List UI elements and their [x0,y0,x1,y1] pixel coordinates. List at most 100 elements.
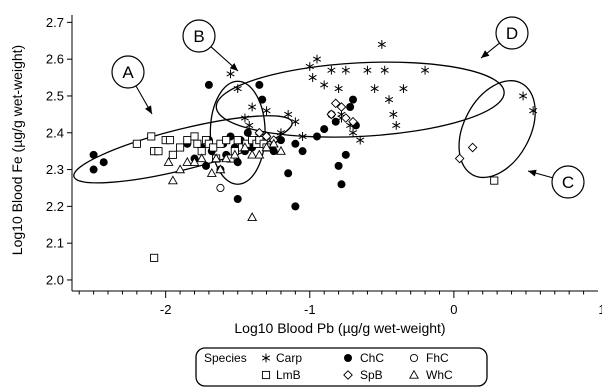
legend-label-lmb: LmB [276,368,301,382]
carp-point [284,109,293,119]
whc-point [239,142,250,152]
x-axis-label: Log10 Blood Pb (µg/g wet-weight) [234,320,445,336]
chc-point [312,132,321,141]
data-points [89,40,538,262]
chc-point [284,169,293,178]
chc-point [258,95,267,104]
chc-point [243,128,252,137]
legend-label-chc: ChC [360,351,384,365]
carp-point [356,135,365,145]
carp-point [421,65,430,75]
whc-point [261,142,272,152]
whc-point [175,164,186,174]
lmb-point [147,132,156,141]
callout-arrow-b [229,63,238,71]
y-tick-label: 2.5 [46,88,64,103]
x-tick-label: 0 [450,302,457,317]
spb-point [348,116,358,127]
y-tick-label: 2.0 [46,272,64,287]
callout-bubble-b [182,19,216,53]
lmb-point [132,139,141,148]
chc-point [291,202,300,211]
cluster-callouts: A B C D [111,16,585,199]
carp-point [308,73,317,82]
y-tick-label: 2.3 [46,162,64,177]
spb-point [454,153,465,164]
y-axis-label: Log10 Blood Fe (µg/g wet-weight) [9,45,25,255]
chc-point [89,165,98,174]
y-tick-label: 2.7 [46,15,64,30]
spb-point [336,102,347,112]
whc-point [275,145,286,155]
legend-label-whc: WhC [426,368,453,382]
spb-point [467,142,478,153]
carp-point [519,91,528,101]
chc-point [269,147,278,156]
axes: 2.0 2.1 2.2 2.3 2.4 2.5 2.6 2.7 -2 -1 0 1 [46,15,602,317]
legend-title: Species [204,351,247,365]
x-tick-label: -1 [304,302,316,317]
carp-point [370,84,379,93]
legend-marker-fhc [409,353,419,363]
lmb-point [168,150,177,159]
carp-point [245,121,254,130]
whc-point [163,156,174,166]
x-tick-label: 1 [598,302,602,317]
legend-marker-spb [343,370,353,380]
whc-point [189,156,200,166]
callout-arrow-d [481,50,490,58]
callout-label-a: A [122,63,134,82]
ellipse-a [73,115,293,184]
callout-label-d: D [506,24,518,43]
lmb-point [222,136,231,145]
spb-point [254,127,265,138]
x-tick-label: -2 [160,302,172,317]
carp-point [334,84,343,93]
chc-point [233,158,242,167]
chc-point [202,161,211,170]
legend-marker-lmb [261,370,271,380]
whc-point [247,149,258,159]
y-tick-label: 2.4 [46,125,64,140]
chc-point [346,103,355,111]
whc-point [206,168,217,177]
carp-point [248,102,257,112]
carp-point [312,54,322,64]
ellipse-c [458,80,536,179]
callout-bubble-a [111,55,145,89]
chc-point [349,95,358,104]
lmb-point [190,132,199,141]
lmb-point [209,143,218,152]
carp-point [320,80,329,90]
spb-point [340,113,351,123]
whc-point [268,138,279,148]
callout-bubble-c [551,165,585,199]
legend-label-carp: Carp [276,351,302,365]
fhc-point [216,183,225,193]
lmb-point [150,253,159,262]
callout-arrow-a [144,105,152,114]
chc-point [334,161,343,170]
chc-point [331,117,340,126]
spb-point [330,98,341,109]
chc-point [204,80,213,89]
carp-point [380,65,389,75]
whc-point [221,153,232,163]
carp-point [305,62,314,71]
carp-point [291,117,300,127]
carp-point [276,128,286,138]
carp-point [240,113,249,123]
legend-marker-carp [261,353,271,363]
carp-point [298,132,307,141]
carp-point [226,69,235,79]
carp-point [392,121,401,130]
y-tick-label: 2.2 [46,199,64,214]
legend-label-fhc: FhC [426,351,449,365]
spb-point [261,131,272,142]
chc-point [291,139,300,148]
lmb-point [193,139,202,148]
lmb-point [183,136,192,145]
chc-point [89,150,98,159]
chc-point [255,80,264,89]
